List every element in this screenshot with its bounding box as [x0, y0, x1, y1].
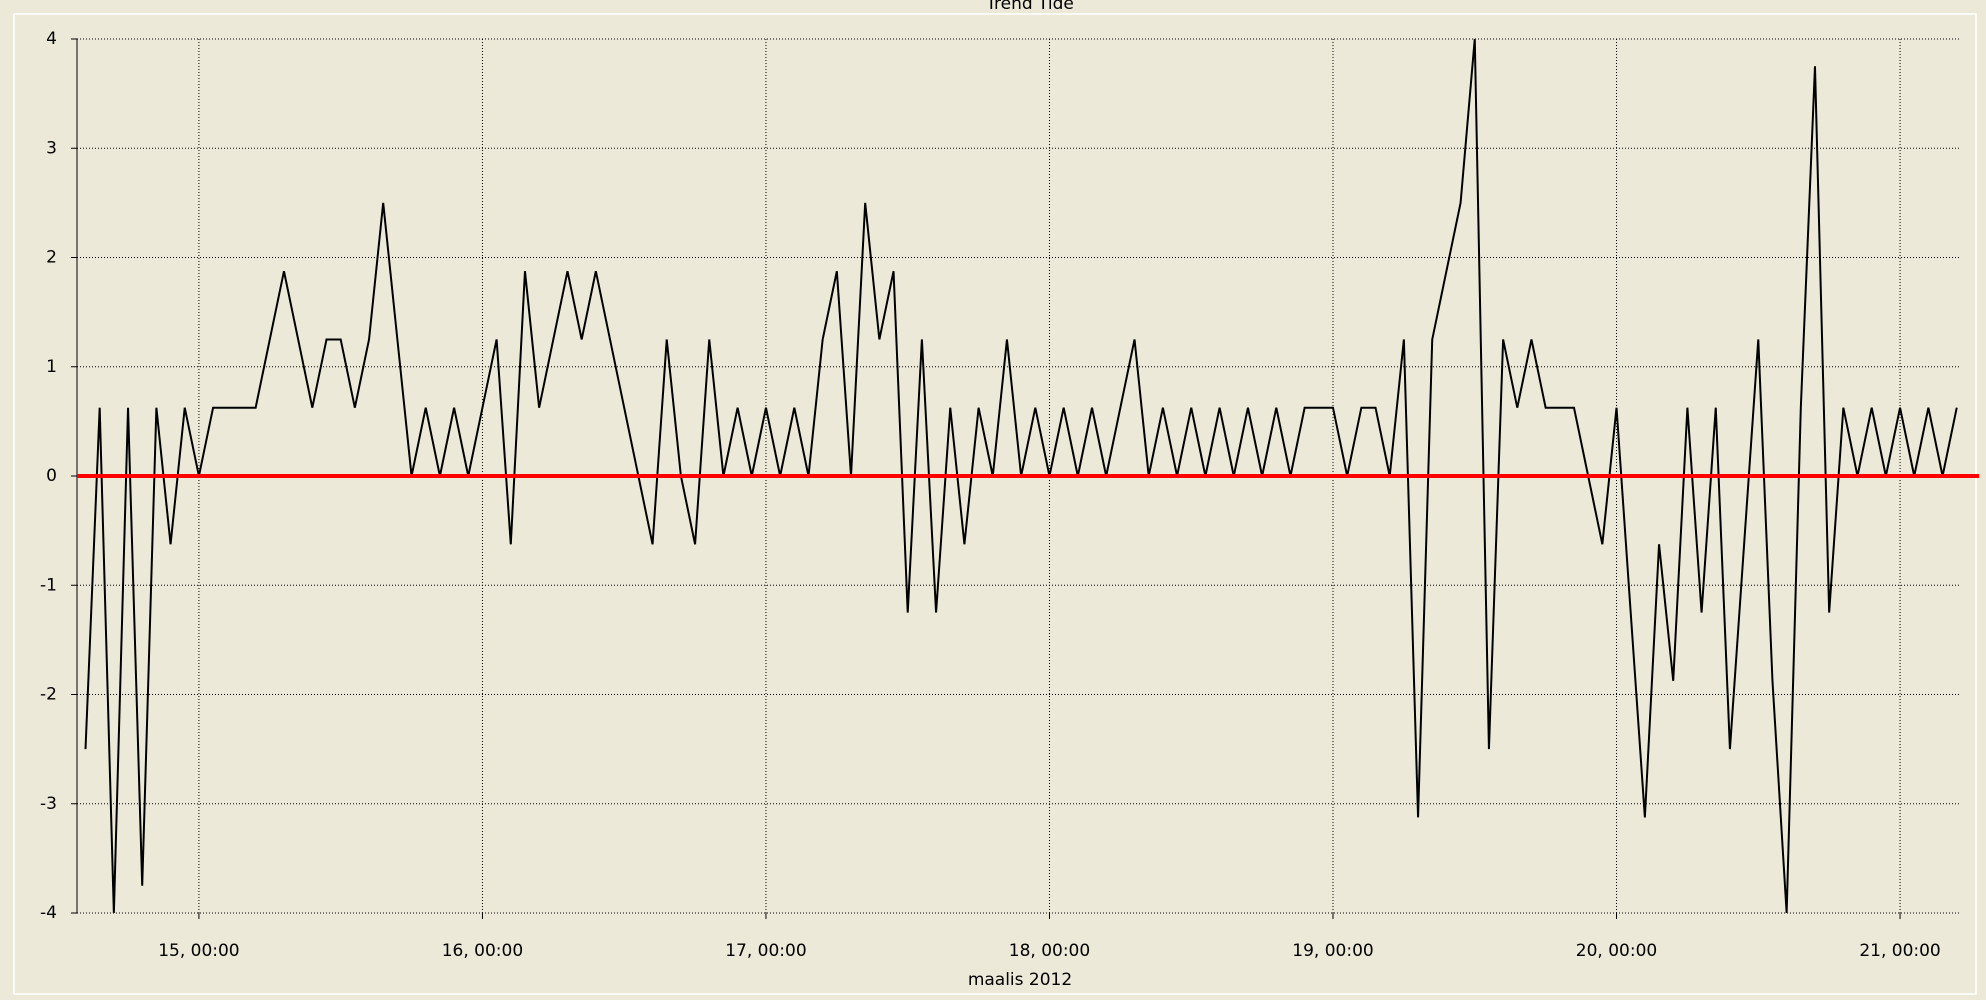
x-tick-label: 17, 00:00 — [725, 941, 806, 961]
x-tick-label: 21, 00:00 — [1859, 941, 1940, 961]
x-tick-label: 15, 00:00 — [158, 941, 239, 961]
y-tick-label: -1 — [40, 575, 57, 595]
y-tick-label: -2 — [40, 685, 57, 705]
x-tick-label: 20, 00:00 — [1576, 941, 1657, 961]
y-tick-label: 0 — [46, 466, 57, 486]
chart-title: Trend Tide — [985, 0, 1074, 14]
x-tick-label: 19, 00:00 — [1292, 941, 1373, 961]
y-tick-label: 4 — [46, 29, 57, 49]
x-tick-label: 16, 00:00 — [442, 941, 523, 961]
y-tick-label: 2 — [46, 248, 57, 268]
x-axis-label: maalis 2012 — [968, 970, 1072, 990]
x-tick-label: 18, 00:00 — [1009, 941, 1090, 961]
y-tick-label: 1 — [46, 357, 57, 377]
y-tick-label: -3 — [40, 794, 57, 814]
y-tick-label: -4 — [40, 903, 57, 923]
y-tick-label: 3 — [46, 138, 57, 158]
panel-frame — [13, 13, 1977, 995]
